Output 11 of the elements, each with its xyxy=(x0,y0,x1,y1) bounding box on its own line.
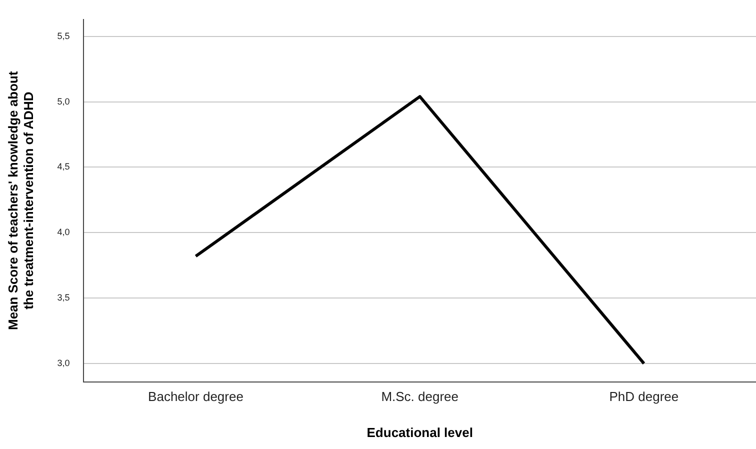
x-tick-label: M.Sc. degree xyxy=(381,389,459,404)
y-axis-title: Mean Score of teachers' knowledge about the treatment-intervention of ADHD xyxy=(5,70,36,330)
x-axis-title: Educational level xyxy=(366,424,473,440)
y-tick-label: 5,5 xyxy=(57,30,70,41)
x-tick-label: Bachelor degree xyxy=(148,389,244,404)
y-tick-label: 3,0 xyxy=(57,358,70,368)
y-tick-label: 5,0 xyxy=(57,96,70,106)
y-tick-label: 4,5 xyxy=(57,162,70,172)
y-tick-label: 4,0 xyxy=(57,227,70,238)
y-tick-label: 3,5 xyxy=(57,292,70,303)
x-tick-label: PhD degree xyxy=(609,389,679,404)
